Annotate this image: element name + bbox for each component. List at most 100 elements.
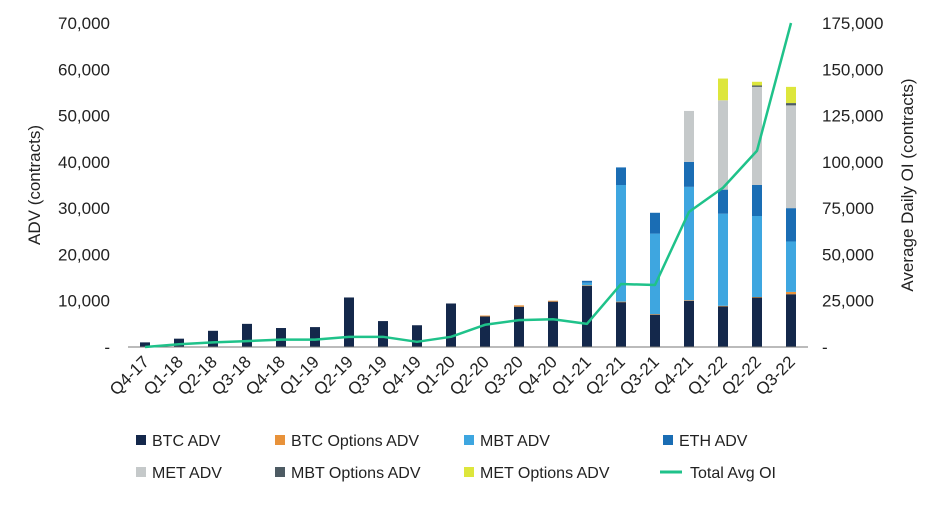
- legend-label: BTC Options ADV: [291, 433, 419, 450]
- bar-segment-btc-adv: [582, 285, 592, 347]
- legend-item: MET Options ADV: [464, 465, 610, 482]
- bar-segment-mbt-adv: [616, 185, 626, 302]
- legend-swatch: [275, 467, 285, 477]
- bar-segment-btc-options-adv: [616, 301, 626, 303]
- bar-segment-met-adv: [684, 110, 694, 162]
- left-tick-label: 40,000: [58, 153, 110, 172]
- bar-segment-btc-adv: [242, 323, 252, 347]
- bar-segment-mbt-adv: [684, 186, 694, 301]
- bar-segment-btc-adv: [412, 325, 422, 347]
- bar-segment-btc-adv: [174, 338, 184, 347]
- bar-segment-met-options-adv: [752, 81, 762, 86]
- bar-segment-eth-adv: [718, 189, 728, 214]
- bar-segment-eth-adv: [650, 212, 660, 234]
- bar-segment-met-adv: [786, 105, 796, 209]
- bar-segment-btc-adv: [752, 297, 762, 347]
- bar-segment-btc-options-adv: [650, 314, 660, 315]
- bar-segment-btc-adv: [786, 294, 796, 347]
- bar-segment-btc-adv: [446, 303, 456, 347]
- bar-segment-btc-adv: [140, 342, 150, 347]
- line-total-avg-oi: [144, 22, 793, 349]
- bar-segment-btc-adv: [480, 316, 490, 347]
- bar-segment-met-options-adv: [718, 78, 728, 101]
- bar-segment-mbt-options-adv: [786, 103, 796, 106]
- legend-swatch: [663, 435, 673, 445]
- x-tick-label: Q3-22: [752, 352, 799, 399]
- legend-label: Total Avg OI: [690, 465, 776, 482]
- right-tick-label: 150,000: [822, 60, 883, 79]
- legend-swatch: [275, 435, 285, 445]
- legend-swatch: [136, 467, 146, 477]
- legend-label: MBT Options ADV: [291, 465, 421, 482]
- bar-segment-btc-adv: [514, 306, 524, 347]
- left-tick-label: 60,000: [58, 60, 110, 79]
- bar-segment-btc-options-adv: [684, 300, 694, 301]
- line-series-group: [144, 22, 793, 349]
- bar-segment-btc-adv: [208, 330, 218, 347]
- bar-segment-btc-options-adv: [786, 291, 796, 295]
- right-tick-label: 125,000: [822, 107, 883, 126]
- bar-segment-btc-options-adv: [480, 315, 490, 317]
- legend-item: MBT ADV: [464, 433, 550, 450]
- bar-segment-btc-adv: [718, 306, 728, 347]
- right-tick-label: 175,000: [822, 14, 883, 33]
- legend-label: MBT ADV: [480, 433, 550, 450]
- legend-item: ETH ADV: [663, 433, 748, 450]
- bar-segment-mbt-adv: [786, 241, 796, 292]
- bar-segment-mbt-options-adv: [752, 85, 762, 87]
- bar-segment-eth-adv: [616, 167, 626, 185]
- bar-segment-eth-adv: [582, 280, 592, 283]
- bar-series-group: [140, 78, 796, 347]
- bar-segment-btc-adv: [548, 301, 558, 347]
- left-axis-ticks: - 10,000 20,000 30,000 40,000 50,000 60,000 70,…: [58, 14, 110, 357]
- bar-segment-met-options-adv: [786, 86, 796, 104]
- left-tick-label: 10,000: [58, 292, 110, 311]
- bar-segment-mbt-adv: [582, 282, 592, 286]
- bar-segment-btc-adv: [616, 302, 626, 347]
- right-tick-label: 75,000: [822, 199, 874, 218]
- legend-item: Total Avg OI: [660, 465, 776, 482]
- legend-item: BTC ADV: [136, 433, 221, 450]
- bar-segment-btc-options-adv: [752, 297, 762, 298]
- right-tick-label: 100,000: [822, 153, 883, 172]
- right-tick-label: 25,000: [822, 292, 874, 311]
- bar-segment-btc-adv: [344, 297, 354, 347]
- legend-label: MET Options ADV: [480, 465, 610, 482]
- bar-segment-eth-adv: [684, 161, 694, 187]
- left-tick-label: 50,000: [58, 107, 110, 126]
- left-axis-title: ADV (contracts): [25, 125, 44, 245]
- left-tick-label: 30,000: [58, 199, 110, 218]
- bar-segment-btc-adv: [378, 321, 388, 347]
- chart-legend: BTC ADV BTC Options ADV MBT ADV ETH ADV MET …: [136, 433, 776, 482]
- bar-segment-btc-adv: [684, 300, 694, 347]
- bar-segment-mbt-adv: [718, 213, 728, 306]
- bar-segment-eth-adv: [752, 185, 762, 217]
- left-tick-label: -: [104, 338, 110, 357]
- left-tick-label: 70,000: [58, 14, 110, 33]
- bar-segment-mbt-adv: [752, 216, 762, 298]
- right-axis-ticks: - 25,000 50,000 75,000 100,000 125,000 150,000…: [822, 14, 883, 357]
- bar-segment-btc-adv: [650, 314, 660, 347]
- right-axis-title: Average Daily OI (contracts): [898, 78, 917, 291]
- right-tick-label: -: [822, 338, 828, 357]
- bar-segment-btc-adv: [276, 328, 286, 347]
- bar-segment-btc-options-adv: [514, 305, 524, 307]
- legend-label: ETH ADV: [679, 433, 748, 450]
- right-tick-label: 50,000: [822, 245, 874, 264]
- bar-segment-eth-adv: [786, 208, 796, 242]
- bar-segment-btc-options-adv: [582, 285, 592, 287]
- legend-label: MET ADV: [152, 465, 222, 482]
- bar-segment-mbt-adv: [650, 233, 660, 315]
- bar-segment-met-adv: [718, 100, 728, 190]
- legend-item: BTC Options ADV: [275, 433, 419, 450]
- legend-swatch: [464, 467, 474, 477]
- bar-segment-btc-adv: [310, 327, 320, 347]
- legend-swatch: [464, 435, 474, 445]
- left-tick-label: 20,000: [58, 245, 110, 264]
- x-axis-ticks: Q4-17Q1-18Q2-18Q3-18Q4-18Q1-19Q2-19Q3-19…: [106, 352, 799, 399]
- bar-segment-btc-options-adv: [718, 305, 728, 307]
- legend-label: BTC ADV: [152, 433, 221, 450]
- bar-segment-met-adv: [752, 86, 762, 185]
